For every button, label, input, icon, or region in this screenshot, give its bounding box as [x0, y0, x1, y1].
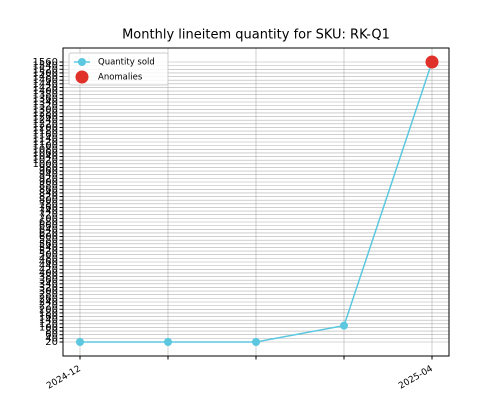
y-tick-label: 720	[39, 210, 58, 221]
legend-label: Quantity sold	[98, 58, 155, 68]
y-tick-label: 300	[39, 286, 58, 297]
y-tick-label: 980	[39, 162, 58, 173]
y-tick-label: 20	[45, 337, 58, 348]
chart-title: Monthly lineitem quantity for SKU: RK-Q1	[122, 28, 390, 43]
y-tick-label: 100	[39, 322, 58, 333]
legend-box	[68, 52, 169, 86]
y-tick-label: 960	[39, 166, 58, 177]
y-tick-label: 1040	[33, 152, 58, 163]
y-tick-label: 480	[39, 253, 58, 264]
y-tick-label: 680	[39, 217, 58, 228]
y-tick-label: 320	[39, 282, 58, 293]
y-tick-label: 560	[39, 239, 58, 250]
y-tick-label: 500	[39, 250, 58, 261]
x-tick-label: 2025-04	[397, 364, 435, 392]
y-tick-label: 1000	[33, 159, 58, 170]
y-tick-label: 1460	[33, 75, 58, 86]
y-tick-label: 1180	[33, 126, 58, 137]
y-tick-label: 1380	[33, 90, 58, 101]
y-tick-label: 460	[39, 257, 58, 268]
y-tick-label: 660	[39, 221, 58, 232]
y-tick-label: 700	[39, 213, 58, 224]
y-tick-label: 440	[39, 261, 58, 272]
y-tick-label: 1280	[33, 108, 58, 119]
y-tick-label: 640	[39, 224, 58, 235]
y-tick-label: 360	[39, 275, 58, 286]
y-tick-label: 60	[45, 330, 58, 341]
y-tick-label: 740	[39, 206, 58, 217]
point	[252, 338, 260, 346]
y-tick-label: 1320	[33, 101, 58, 112]
y-tick-label: 1240	[33, 115, 58, 126]
y-tick-label: 900	[39, 177, 58, 188]
anomaly-point	[425, 55, 439, 69]
y-tick-label: 1560	[33, 57, 58, 68]
y-tick-label: 160	[39, 312, 58, 323]
point	[340, 321, 348, 330]
y-tick-label: 120	[39, 319, 58, 330]
y-tick-label: 1440	[33, 79, 58, 90]
y-tick-label: 1540	[33, 61, 58, 72]
y-tick-label: 1220	[33, 119, 58, 130]
y-tick-label: 200	[39, 304, 58, 315]
point	[164, 338, 172, 346]
y-tick-label: 800	[39, 195, 58, 206]
y-tick-label: 920	[39, 173, 58, 184]
y-tick-label: 520	[39, 246, 58, 257]
x-tick-label: 2024-12	[45, 364, 83, 391]
y-tick-label: 620	[39, 228, 58, 239]
grid	[63, 48, 449, 356]
y-tick-label: 540	[39, 242, 58, 253]
y-tick-label: 1360	[33, 93, 58, 104]
legend: Quantity sold Anomalies	[68, 52, 169, 86]
point	[76, 338, 84, 346]
y-tick-label: 180	[39, 308, 58, 319]
legend-label: Anomalies	[98, 73, 143, 83]
y-tick-label: 40	[45, 333, 58, 344]
y-tick-label: 1260	[33, 112, 58, 123]
y-tick-label: 400	[39, 268, 58, 279]
y-tick-label: 1140	[33, 133, 58, 144]
y-tick-label: 260	[39, 293, 58, 304]
y-tick-label: 940	[39, 170, 58, 181]
y-tick-label: 380	[39, 272, 58, 283]
y-tick-label: 1420	[33, 82, 58, 93]
y-tick-label: 1520	[33, 64, 58, 75]
y-tick-label: 1200	[33, 122, 58, 133]
y-tick-label: 1120	[33, 137, 58, 148]
y-tick-label: 780	[39, 199, 58, 210]
y-tick-label: 860	[39, 184, 58, 195]
y-tick-label: 1480	[33, 72, 58, 83]
y-tick-label: 1300	[33, 104, 58, 115]
y-tick-label: 140	[39, 315, 58, 326]
y-tick-label: 1400	[33, 86, 58, 97]
y-tick-label: 340	[39, 279, 58, 290]
y-tick-label: 1020	[33, 155, 58, 166]
y-tick-label: 420	[39, 264, 58, 275]
y-tick-label: 1060	[33, 148, 58, 159]
y-tick-label: 820	[39, 192, 58, 203]
y-tick-label: 80	[45, 326, 58, 337]
y-tick-label: 840	[39, 188, 58, 199]
y-tick-label: 760	[39, 202, 58, 213]
y-tick-label: 580	[39, 235, 58, 246]
y-tick-label: 1100	[33, 141, 58, 152]
y-tick-label: 880	[39, 181, 58, 192]
y-tick-label: 1500	[33, 68, 58, 79]
legend-marker	[75, 70, 89, 84]
y-tick-label: 1160	[33, 130, 58, 141]
legend-marker	[78, 58, 86, 66]
y-tick-label: 240	[39, 297, 58, 308]
y-tick-label: 600	[39, 232, 58, 243]
y-tick-label: 280	[39, 290, 58, 301]
y-tick-label: 220	[39, 301, 58, 312]
plot-area	[76, 55, 439, 346]
y-tick-label: 1080	[33, 144, 58, 155]
y-tick-label: 1340	[33, 97, 58, 108]
